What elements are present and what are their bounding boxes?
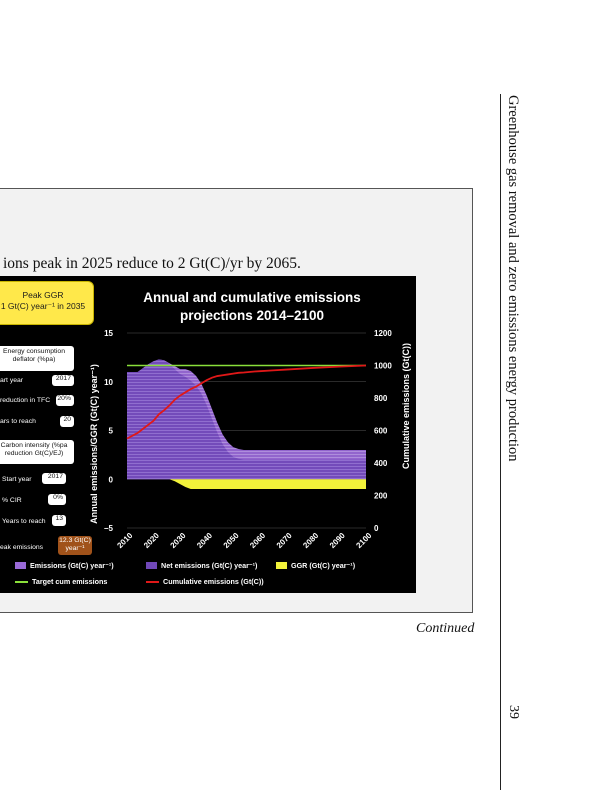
- legend-target-label: Target cum emissions: [32, 577, 108, 586]
- start-year-label-2: Start year: [2, 476, 32, 483]
- legend-target-swatch: [15, 581, 28, 583]
- running-head-rule: [500, 94, 501, 790]
- energy-deflator-box: Energy consumption deflator (%pa): [0, 346, 74, 371]
- legend-ggr-label: GGR (Gt(C) year⁻¹): [291, 561, 356, 570]
- chart-title-line-2: projections 2014–2100: [180, 308, 324, 323]
- ggr-area: [127, 479, 366, 489]
- y-tick-label: 10: [104, 378, 113, 387]
- tfc-input[interactable]: 20%: [56, 395, 74, 406]
- emissions-chart: Annual and cumulative emissions projecti…: [89, 290, 411, 550]
- x-tick-label: 2070: [275, 531, 294, 550]
- cumulative-emissions-line: [126, 364, 367, 440]
- legend-net-swatch: [146, 562, 157, 569]
- legend-cumulative-label: Cumulative emissions (Gt(C)): [163, 577, 264, 586]
- start-year-input-1[interactable]: 2017: [52, 375, 74, 386]
- y2-tick-label: 400: [374, 459, 388, 468]
- peak-ggr-value: 1 Gt(C) year⁻¹ in 2035: [0, 301, 86, 312]
- y-axis-label: Annual emissions/GGR (Gt(C) year⁻¹): [89, 364, 99, 524]
- carbon-intensity-box: Carbon intensity (%pa reduction Gt(C)/EJ…: [0, 440, 74, 464]
- peak-ggr-box[interactable]: Peak GGR 1 Gt(C) year⁻¹ in 2035: [0, 281, 94, 325]
- legend-net-label: Net emissions (Gt(C) year⁻¹): [161, 561, 258, 570]
- x-tick-label: 2040: [195, 531, 214, 550]
- legend-cumulative-swatch: [146, 581, 159, 583]
- legend-emissions-label: Emissions (Gt(C) year⁻¹): [30, 561, 114, 570]
- y2-tick-label: 0: [374, 524, 379, 533]
- x-tick-label: 2100: [354, 531, 373, 550]
- y-tick-label: −5: [104, 524, 114, 533]
- peak-ggr-title: Peak GGR: [22, 290, 64, 300]
- running-head-title: Greenhouse gas removal and zero emission…: [505, 95, 521, 462]
- start-year-label-1: art year: [0, 377, 24, 384]
- y2-tick-label: 1200: [374, 329, 392, 338]
- tfc-label: reduction in TFC: [0, 397, 51, 404]
- x-tick-label: 2030: [169, 531, 188, 550]
- x-tick-label: 2090: [328, 531, 347, 550]
- y2-tick-label: 600: [374, 427, 388, 436]
- legend-emissions-swatch: [15, 562, 26, 569]
- peak-emissions-label: eak emissions: [0, 544, 44, 551]
- y2-tick-label: 800: [374, 394, 388, 403]
- chart-title-line-1: Annual and cumulative emissions: [143, 290, 361, 305]
- emissions-figure: Peak GGR 1 Gt(C) year⁻¹ in 2035 Energy c…: [0, 276, 416, 593]
- x-tick-label: 2060: [248, 531, 267, 550]
- years-label-2: Years to reach: [2, 518, 46, 525]
- cir-label: % CIR: [2, 497, 22, 504]
- net-emissions-area: [127, 359, 366, 480]
- y2-tick-label: 1000: [374, 362, 392, 371]
- peak-emissions-value: 12.3 Gt(C) year⁻¹: [58, 536, 92, 555]
- cir-input[interactable]: 0%: [48, 494, 66, 505]
- y-tick-label: 0: [109, 475, 114, 484]
- x-tick-label: 2050: [222, 531, 241, 550]
- continued-label: Continued: [416, 621, 475, 636]
- years-input-2[interactable]: 13: [52, 515, 66, 526]
- y2-tick-label: 200: [374, 492, 388, 501]
- y2-axis-label: Cumulative emissions (Gt(C)): [401, 343, 411, 469]
- legend-ggr-swatch: [276, 562, 287, 569]
- x-tick-label: 2010: [115, 531, 134, 550]
- start-year-input-2[interactable]: 2017: [42, 473, 66, 484]
- x-tick-label: 2020: [142, 531, 161, 550]
- x-tick-label: 2080: [301, 531, 320, 550]
- years-label-1: ars to reach: [0, 418, 36, 425]
- years-input-1[interactable]: 20: [60, 416, 74, 427]
- page-number: 39: [506, 705, 521, 719]
- y-tick-label: 15: [104, 329, 113, 338]
- y-tick-label: 5: [109, 427, 114, 436]
- figure-caption: ions peak in 2025 reduce to 2 Gt(C)/yr b…: [3, 255, 301, 272]
